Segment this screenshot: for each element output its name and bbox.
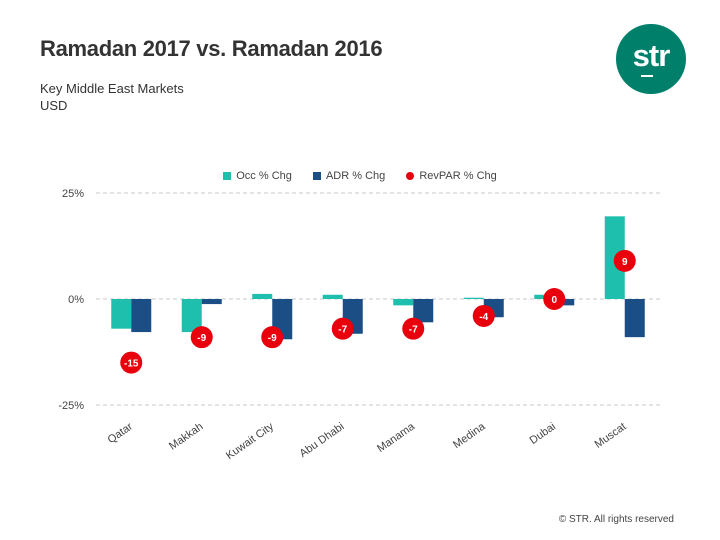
copyright-notice: © STR. All rights reserved (558, 514, 674, 525)
legend-swatch-occ (223, 172, 232, 181)
x-tick-label: Dubai (528, 421, 558, 447)
occ-bar (111, 299, 132, 329)
y-tick-label: 0% (68, 294, 84, 306)
chart-subtitle: Key Middle East Markets USD (40, 80, 184, 114)
revpar-marker (472, 304, 495, 327)
revpar-label: 0 (551, 295, 557, 306)
occ-bar (393, 299, 414, 306)
x-tick-label: Makkah (167, 421, 205, 453)
str-logo: str (616, 24, 686, 94)
revpar-label: -9 (268, 333, 277, 344)
x-tick-label: Medina (451, 420, 488, 451)
revpar-label: 9 (622, 257, 628, 268)
legend-item-adr: ADR % Chg (312, 170, 386, 183)
legend-label-adr: ADR % Chg (325, 170, 386, 183)
legend-label-revpar: RevPAR % Chg (419, 170, 497, 183)
revpar-label: -15 (124, 359, 139, 370)
legend-item-occ: Occ % Chg (223, 170, 292, 182)
legend-item-revpar: RevPAR % Chg (406, 170, 497, 183)
revpar-label: -9 (197, 333, 206, 344)
occ-bar (463, 297, 484, 299)
y-tick-label: -25% (58, 400, 84, 412)
revpar-marker (331, 317, 354, 340)
y-tick-label: 25% (62, 188, 84, 200)
x-tick-label: Qatar (106, 420, 136, 446)
chart-legend: Occ % Chg ADR % Chg RevPAR % Chg (0, 170, 720, 182)
adr-bar (131, 299, 152, 333)
revpar-marker (120, 351, 143, 374)
revpar-label: -7 (338, 325, 347, 336)
str-logo-underline (641, 75, 653, 77)
x-tick-label: Manama (375, 420, 418, 455)
revpar-marker (261, 326, 284, 349)
adr-bar (201, 299, 222, 305)
x-tick-label: Abu Dhabi (298, 421, 347, 460)
legend-swatch-revpar (406, 172, 415, 181)
chart-title: Ramadan 2017 vs. Ramadan 2016 (40, 36, 383, 61)
revpar-marker (543, 288, 566, 310)
legend-label-occ: Occ % Chg (236, 170, 292, 183)
x-tick-label: Muscat (593, 421, 629, 451)
adr-bar (413, 299, 434, 323)
subtitle-currency: USD (40, 98, 68, 113)
occ-bar (252, 293, 273, 299)
str-logo-text: str (632, 38, 671, 73)
revpar-marker (190, 326, 213, 349)
revpar-marker (402, 317, 425, 340)
occ-bar (181, 299, 202, 333)
revpar-label: -4 (479, 312, 488, 323)
adr-bar (624, 299, 645, 338)
subtitle-markets: Key Middle East Markets (40, 81, 184, 96)
revpar-label: -7 (409, 325, 418, 336)
occ-bar (322, 294, 343, 299)
revpar-marker (613, 249, 636, 272)
legend-swatch-adr (312, 172, 321, 181)
x-tick-label: Kuwait City (224, 420, 276, 462)
